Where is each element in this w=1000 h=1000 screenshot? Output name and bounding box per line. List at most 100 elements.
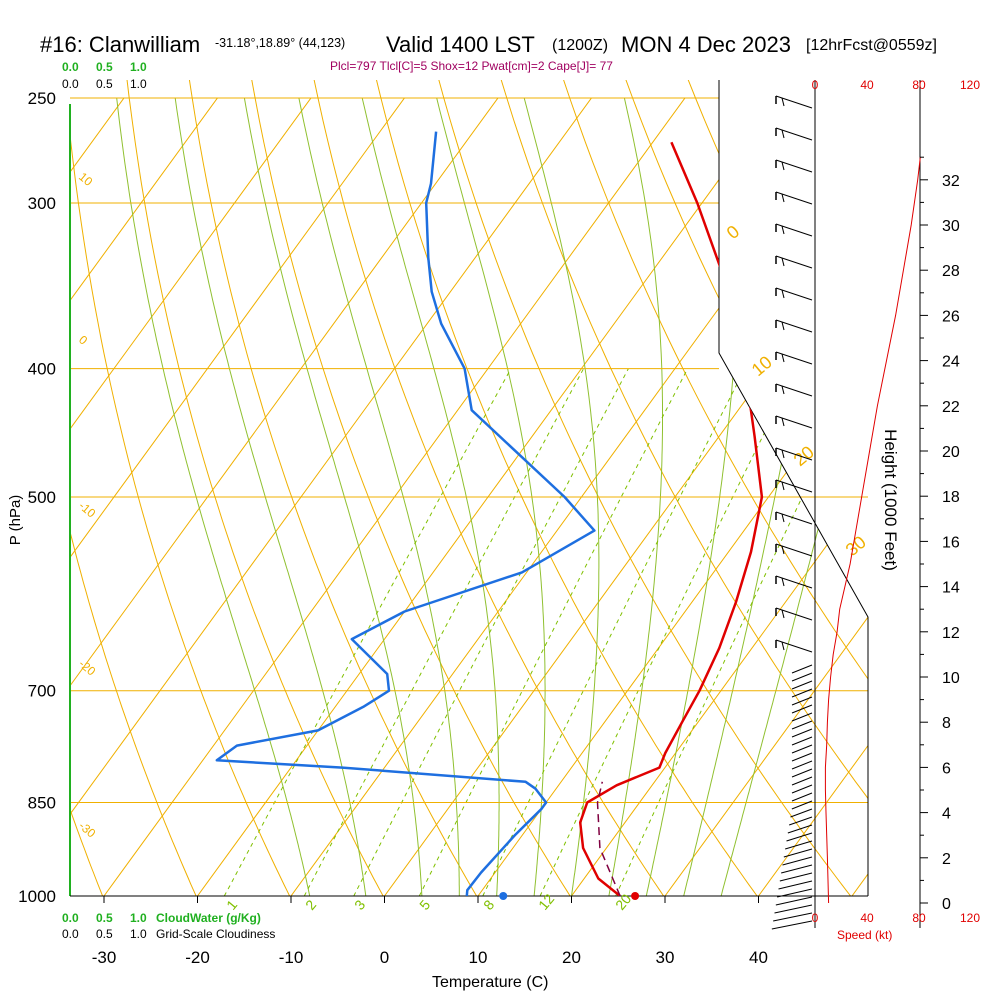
wind-barb (779, 872, 813, 882)
cloud-bottom-black-0: 0.0 (62, 927, 79, 941)
mixing-ratio-label: 5 (416, 897, 433, 913)
barb-staff (775, 287, 813, 301)
height-tick-label: 30 (942, 218, 960, 235)
isotherm (664, 97, 868, 896)
mixing-ratio-label: 3 (351, 897, 368, 913)
mixing-ratio-line (615, 368, 865, 896)
pressure-tick-labels: 250 300 400 500 700 850 1000 (18, 89, 56, 906)
cloud-top-green-0: 0.0 (62, 60, 79, 74)
moist-adiabat (174, 97, 367, 896)
barb-feather (781, 161, 785, 171)
isotherm-label: -10 (76, 499, 99, 521)
barb-staff (789, 816, 813, 826)
barb-staff (781, 864, 813, 874)
cloud-bottom-green-2: 1.0 (130, 911, 147, 925)
speed-bottom-40: 40 (860, 911, 874, 925)
barb-feather (781, 577, 785, 587)
height-tick-label: 8 (942, 715, 951, 732)
barb-staff (773, 912, 813, 922)
pressure-label: 300 (28, 194, 56, 213)
height-tick-label: 18 (942, 489, 960, 506)
cloud-bottom-black-2: 1.0 (130, 927, 147, 941)
x-axis-title: Temperature (C) (432, 974, 548, 991)
moist-adiabat (116, 97, 311, 896)
cloud-top-black-0: 0.0 (62, 77, 79, 91)
height-tick-label: 4 (942, 806, 951, 823)
station-title: #16: Clanwilliam (40, 32, 200, 57)
barb-staff (791, 752, 813, 762)
wind-barb (791, 672, 813, 682)
mixing-ratio-label: 12 (535, 891, 557, 913)
cloud-bottom-black-1: 0.5 (96, 927, 113, 941)
surface-markers (499, 892, 640, 900)
barb-feather (781, 353, 785, 363)
pressure-label: 1000 (18, 887, 56, 906)
cloud-top-black-1: 0.5 (96, 77, 113, 91)
wind-barb (775, 575, 813, 589)
barb-staff (791, 720, 813, 730)
barb-staff (787, 824, 813, 834)
barb-staff (775, 896, 813, 906)
mixing-ratio-label: 8 (480, 897, 497, 913)
surface-dewpoint-dot (499, 892, 508, 900)
station-coords: -31.18°,18.89° (44,123) (215, 36, 345, 50)
temperature-tick-label: -20 (185, 948, 210, 967)
wind-barb (791, 768, 813, 778)
parcel-line (596, 781, 621, 896)
temperature-tick-label: -10 (279, 948, 304, 967)
barb-staff (791, 704, 813, 714)
temperature-tick-label: -30 (92, 948, 117, 967)
barb-feather (781, 609, 785, 619)
wind-barb (785, 840, 813, 850)
barb-staff (775, 351, 813, 365)
pressure-label: 700 (28, 682, 56, 701)
grid-lines (70, 80, 868, 896)
isotherm (851, 97, 868, 896)
barb-staff (791, 712, 813, 722)
sounding-indices: Plcl=797 Tlcl[C]=5 Shox=12 Pwat[cm]=2 Ca… (330, 59, 613, 73)
barb-staff (791, 664, 813, 674)
wind-barb (791, 680, 813, 690)
barb-staff (775, 607, 813, 621)
barb-feather (781, 257, 785, 267)
dry-adiabat (374, 80, 779, 896)
barb-staff (775, 159, 813, 173)
speed-bottom-80: 80 (912, 911, 926, 925)
barb-staff (791, 688, 813, 698)
isotherm-label: -20 (76, 657, 99, 679)
barb-feather (781, 97, 785, 107)
wind-barb (775, 639, 813, 653)
wind-barb (791, 704, 813, 714)
utc-time: (1200Z) (552, 37, 608, 54)
wind-barb (773, 912, 813, 922)
isotherm-label: 0 (723, 221, 744, 243)
barb-feather (781, 321, 785, 331)
barb-feather (781, 481, 785, 491)
mixing-ratio-line (353, 368, 629, 896)
wind-barb (791, 696, 813, 706)
mixing-ratio-line (418, 368, 689, 896)
isotherm-label: 30 (842, 532, 870, 560)
wind-barb (775, 191, 813, 205)
dry-adiabat (747, 80, 868, 896)
dry-adiabat (436, 80, 868, 896)
height-axis-title: Height (1000 Feet) (881, 429, 900, 571)
isotherm-label: -30 (76, 819, 99, 841)
barb-staff (791, 792, 813, 802)
height-tick-label: 16 (942, 534, 960, 551)
height-tick-label: 12 (942, 625, 960, 642)
height-tick-label: 20 (942, 444, 960, 461)
barb-staff (779, 872, 813, 882)
barb-staff (791, 728, 813, 738)
wind-speed-profile (824, 157, 921, 904)
dry-adiabat (312, 80, 684, 896)
barb-feather (781, 193, 785, 203)
wind-barb (775, 383, 813, 397)
temperature-tick-labels: -30 -20 -10 0 10 20 30 40 (92, 896, 768, 967)
barb-feather (781, 129, 785, 139)
cloud-water-label: CloudWater (g/Kg) (156, 911, 261, 925)
cloud-top-green-2: 1.0 (130, 60, 147, 74)
isotherm (70, 97, 218, 896)
barb-staff (775, 479, 813, 493)
temperature-tick-label: 30 (656, 948, 675, 967)
